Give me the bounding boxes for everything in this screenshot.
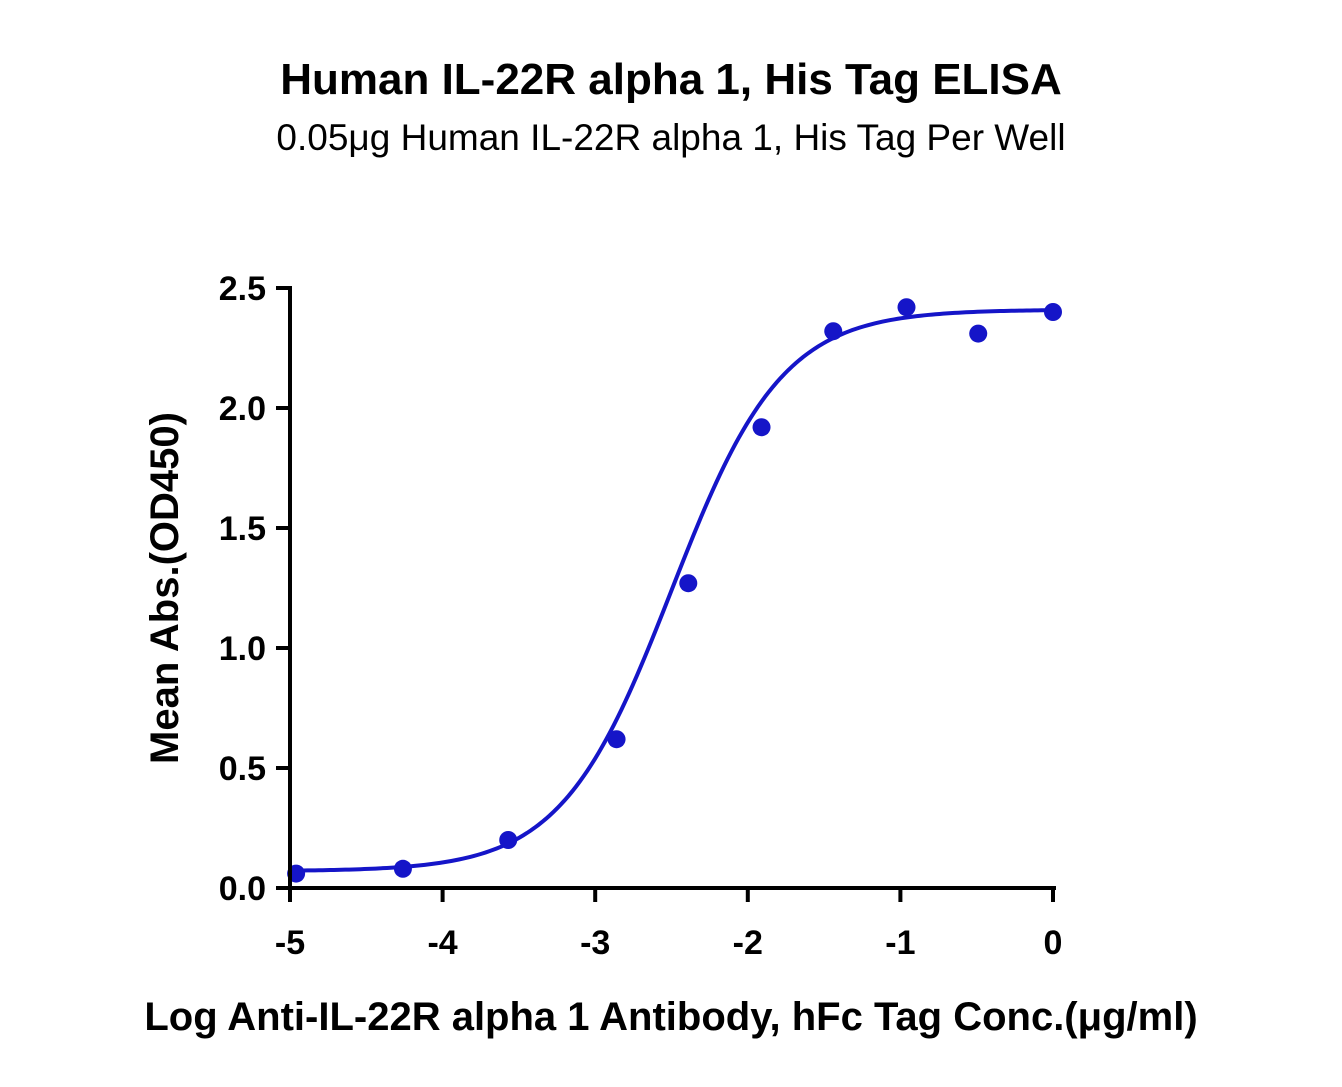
data-point — [679, 574, 698, 593]
data-point — [897, 298, 916, 317]
y-tick-label: 1.0 — [219, 630, 266, 668]
y-tick-label: 0.5 — [219, 750, 266, 788]
y-axis-ticks: 0.0 0.5 1.0 1.5 2.0 2.5 — [219, 270, 290, 908]
fit-curve — [296, 308, 1054, 873]
data-point — [1044, 303, 1062, 321]
x-axis-ticks: -5 -4 -3 -2 -1 0 — [275, 888, 1063, 962]
data-point — [752, 418, 771, 437]
x-tick-label: -2 — [733, 924, 763, 962]
y-tick-label: 2.0 — [219, 390, 266, 428]
chart-subtitle: 0.05μg Human IL-22R alpha 1, His Tag Per… — [276, 117, 1065, 158]
y-tick-label: 2.5 — [219, 270, 266, 308]
x-tick-label: -3 — [580, 924, 610, 962]
chart-title: Human IL-22R alpha 1, His Tag ELISA — [280, 55, 1062, 104]
y-tick-label: 1.5 — [219, 510, 266, 548]
y-axis-label: Mean Abs.(OD450) — [143, 412, 187, 764]
x-tick-label: -4 — [427, 924, 457, 962]
x-axis-label: Log Anti-IL-22R alpha 1 Antibody, hFc Ta… — [144, 995, 1197, 1039]
data-point — [607, 730, 626, 749]
x-tick-label: -1 — [885, 924, 915, 962]
plot-area — [287, 298, 1062, 883]
data-point — [969, 324, 988, 343]
data-point — [393, 859, 412, 878]
data-point — [824, 322, 843, 341]
x-tick-label: 0 — [1044, 924, 1063, 962]
y-tick-label: 0.0 — [219, 870, 266, 908]
data-point — [499, 831, 518, 849]
x-tick-label: -5 — [275, 924, 305, 962]
